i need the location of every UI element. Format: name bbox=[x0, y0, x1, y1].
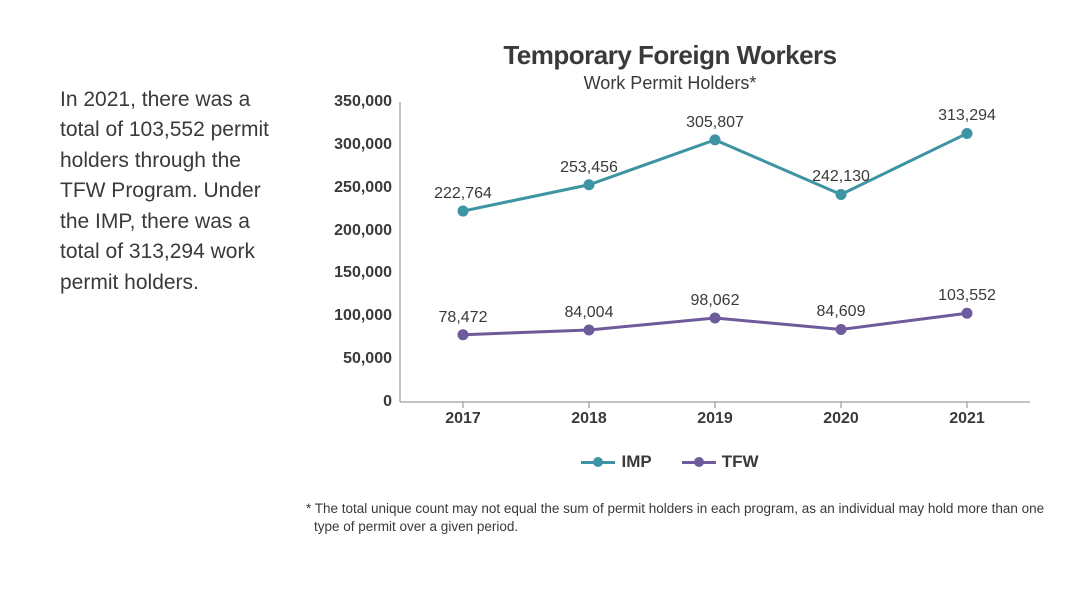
series-marker-tfw bbox=[962, 308, 973, 319]
data-label: 98,062 bbox=[691, 292, 740, 310]
data-label: 305,807 bbox=[686, 114, 744, 132]
chart-title: Temporary Foreign Workers bbox=[503, 40, 836, 71]
legend-label: TFW bbox=[722, 452, 759, 472]
page-container: In 2021, there was a total of 103,552 pe… bbox=[0, 0, 1080, 601]
y-tick-label: 50,000 bbox=[343, 350, 392, 368]
data-label: 84,609 bbox=[817, 303, 866, 321]
x-tick-label: 2017 bbox=[445, 410, 481, 428]
data-label: 103,552 bbox=[938, 287, 996, 305]
chart-subtitle: Work Permit Holders* bbox=[584, 73, 757, 94]
series-marker-imp bbox=[584, 179, 595, 190]
legend: IMP TFW bbox=[581, 452, 758, 472]
series-marker-tfw bbox=[584, 324, 595, 335]
chart-area: Temporary Foreign Workers Work Permit Ho… bbox=[290, 40, 1050, 581]
y-tick-label: 150,000 bbox=[334, 264, 392, 282]
legend-item-imp: IMP bbox=[581, 452, 651, 472]
y-tick-label: 100,000 bbox=[334, 307, 392, 325]
y-tick-label: 250,000 bbox=[334, 179, 392, 197]
x-tick-label: 2020 bbox=[823, 410, 859, 428]
legend-label: IMP bbox=[621, 452, 651, 472]
y-tick-label: 0 bbox=[383, 393, 392, 411]
data-label: 253,456 bbox=[560, 159, 618, 177]
legend-swatch bbox=[682, 456, 716, 468]
y-tick-label: 350,000 bbox=[334, 93, 392, 111]
y-tick-label: 300,000 bbox=[334, 136, 392, 154]
y-tick-label: 200,000 bbox=[334, 222, 392, 240]
data-label: 78,472 bbox=[439, 309, 488, 327]
x-tick-label: 2021 bbox=[949, 410, 985, 428]
data-label: 222,764 bbox=[434, 185, 492, 203]
x-axis: 2017 2018 2019 2020 2021 bbox=[400, 404, 1030, 432]
series-marker-imp bbox=[836, 189, 847, 200]
footnote: * The total unique count may not equal t… bbox=[310, 500, 1050, 536]
plot-region: 222,764 253,456 305,807 242,130 313,294 78,47… bbox=[400, 102, 1030, 402]
data-label: 313,294 bbox=[938, 107, 996, 125]
series-marker-imp bbox=[458, 206, 469, 217]
series-marker-imp bbox=[962, 128, 973, 139]
chart-svg bbox=[400, 102, 1030, 402]
x-tick-label: 2019 bbox=[697, 410, 733, 428]
legend-item-tfw: TFW bbox=[682, 452, 759, 472]
legend-swatch bbox=[581, 456, 615, 468]
description-paragraph: In 2021, there was a total of 103,552 pe… bbox=[60, 40, 290, 581]
plot-wrap: 0 50,000 100,000 150,000 200,000 250,000 300,0… bbox=[310, 102, 1030, 432]
series-marker-tfw bbox=[836, 324, 847, 335]
data-label: 84,004 bbox=[565, 304, 614, 322]
series-marker-tfw bbox=[710, 312, 721, 323]
y-axis: 050,000100,000150,000200,000250,000300,0… bbox=[310, 102, 400, 402]
series-marker-tfw bbox=[458, 329, 469, 340]
data-label: 242,130 bbox=[812, 168, 870, 186]
x-tick-label: 2018 bbox=[571, 410, 607, 428]
series-marker-imp bbox=[710, 134, 721, 145]
